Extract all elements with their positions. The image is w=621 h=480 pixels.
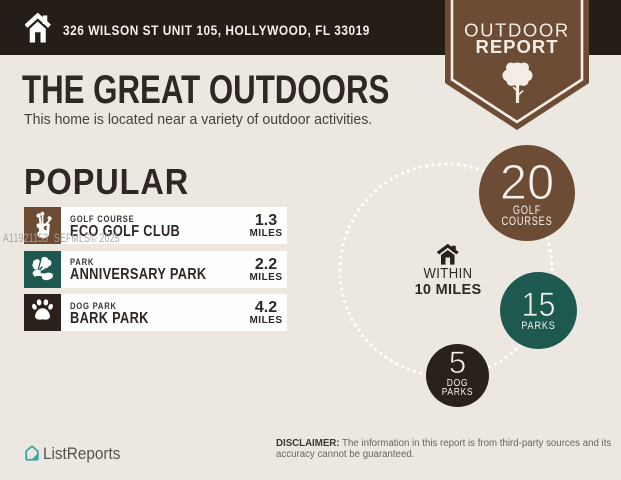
svg-text:REPORT: REPORT xyxy=(475,36,558,57)
svg-text:OUTDOOR: OUTDOOR xyxy=(464,20,570,41)
